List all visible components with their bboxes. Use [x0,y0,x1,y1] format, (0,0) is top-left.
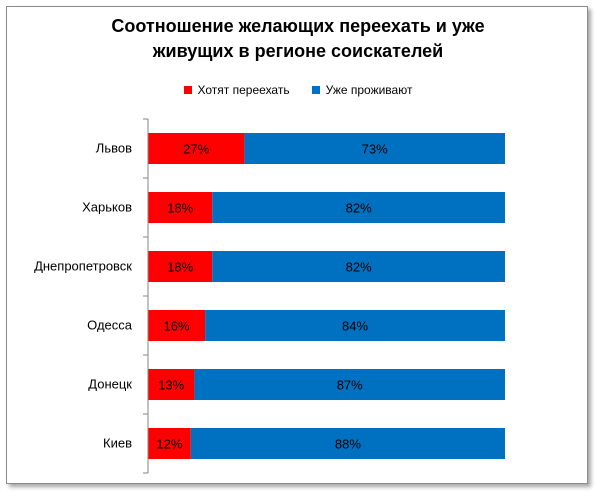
data-label-row-6-series-1: 12% [156,437,182,452]
bar-segment-row-6-series-2 [190,428,505,459]
category-label-row-2: Харьков [82,200,132,215]
legend-item-already-live: Уже проживают [311,83,413,97]
legend-label-already-live: Уже проживают [325,83,413,97]
bar-segment-row-5-series-2 [194,369,505,400]
legend-item-want-to-move: Хотят переехать [183,83,290,97]
legend-swatch-already-live [311,86,320,94]
category-label-row-3: Днепропетровск [34,259,132,274]
bar-segment-row-3-series-1 [148,251,213,282]
data-label-row-4-series-2: 84% [342,319,368,334]
chart-title-line-1: Соотношение желающих переехать и уже [111,16,485,36]
bar-segment-row-4-series-1 [148,310,206,341]
bar-segment-row-2-series-2 [212,192,505,223]
bar-segment-row-3-series-2 [212,251,505,282]
axis-group: Львов Харьков Днепропетровск Одесса Донецк Ки… [34,118,149,474]
data-label-row-6-series-2: 88% [335,437,361,452]
legend-swatch-want-to-move [183,86,192,94]
data-label-row-3-series-1: 18% [167,260,193,275]
chart-legend: Хотят переехать Уже проживают [0,83,596,97]
category-label-row-4: Одесса [87,318,133,333]
bar-segment-row-2-series-1 [148,192,213,223]
category-label-row-5: Донецк [88,377,132,392]
data-label-row-1-series-2: 73% [362,142,388,157]
chart-frame [6,6,588,484]
bars-group: 27% 73% 18% 82% 18% 82% 16% 84% 13% 87% 12% 88% [148,133,505,459]
bar-segment-row-4-series-2 [205,310,505,341]
data-label-row-2-series-1: 18% [167,201,193,216]
chart-title: Соотношение желающих переехать и уже жив… [0,14,596,64]
data-label-row-5-series-1: 13% [158,378,184,393]
bar-segment-row-5-series-1 [148,369,195,400]
data-label-row-5-series-2: 87% [337,378,363,393]
chart-title-line-2: живущих в регионе соискателей [152,41,444,61]
data-label-row-2-series-2: 82% [346,201,372,216]
bar-segment-row-1-series-1 [148,133,245,164]
legend-label-want-to-move: Хотят переехать [197,83,290,97]
category-label-row-6: Киев [103,436,132,451]
bar-segment-row-6-series-1 [148,428,191,459]
data-label-row-3-series-2: 82% [346,260,372,275]
data-label-row-1-series-1: 27% [183,142,209,157]
category-label-row-1: Львов [96,141,132,156]
data-label-row-4-series-1: 16% [164,319,190,334]
bar-segment-row-1-series-2 [244,133,505,164]
